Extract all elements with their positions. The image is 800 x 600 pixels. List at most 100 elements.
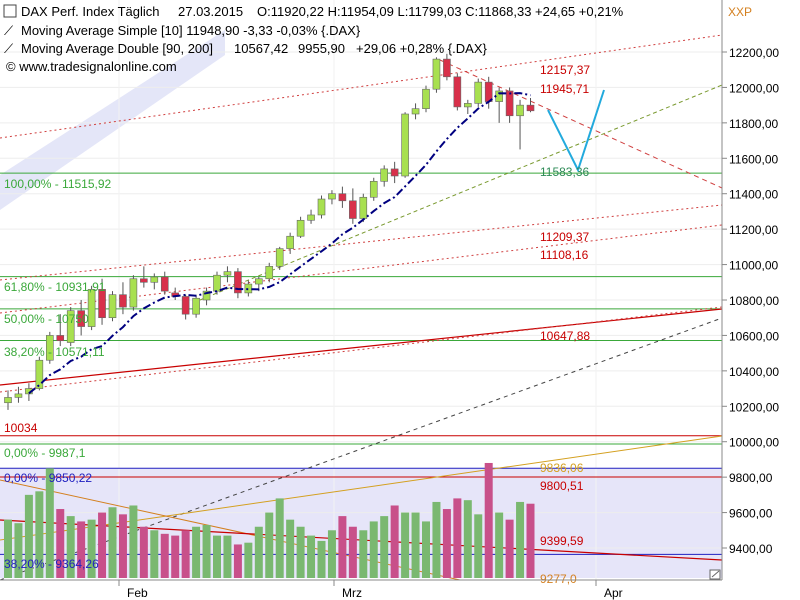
candle[interactable] (359, 196, 368, 219)
volume-bar (98, 512, 107, 578)
volume-bar (254, 526, 263, 578)
volume-bar (286, 519, 295, 578)
candle[interactable] (213, 274, 221, 292)
level-label: 38,20% - 10571,11 (4, 345, 105, 359)
ma-double-value-2: 9955,90 (298, 41, 345, 56)
volume-bar (390, 505, 399, 578)
volume-bar (77, 521, 86, 578)
volume-bar (87, 519, 96, 578)
value-label: 11583,36 (540, 165, 589, 179)
candle[interactable] (119, 294, 127, 308)
candle[interactable] (160, 276, 169, 292)
candle[interactable] (443, 58, 451, 78)
value-label: 9399,59 (540, 534, 584, 548)
candle[interactable] (390, 168, 399, 177)
level-labels: 100,00% - 11515,92 61,80% - 10931,91 50,00… (4, 177, 112, 571)
candle[interactable] (66, 310, 75, 343)
candle[interactable] (275, 248, 284, 267)
candle[interactable] (140, 278, 148, 283)
candle[interactable] (317, 198, 326, 216)
instrument-title: DAX Perf. Index Täglich (21, 4, 160, 19)
forecast-line (547, 89, 605, 173)
ma-simple-legend-icon: ⟋ (4, 23, 14, 38)
value-label: 10647,88 (540, 329, 590, 343)
candle[interactable] (77, 310, 85, 327)
volume-bar (442, 509, 451, 578)
candle[interactable] (87, 289, 96, 327)
ma-double-change: +29,06 +0,28% {.DAX} (356, 41, 487, 56)
volume-bar (160, 533, 169, 578)
volume-bar (317, 540, 326, 578)
candle[interactable] (463, 103, 472, 108)
candle[interactable] (328, 193, 336, 200)
candle[interactable] (338, 193, 347, 202)
candle[interactable] (349, 200, 357, 219)
volume-bar (453, 498, 462, 578)
moving-averages (28, 92, 531, 395)
candle[interactable] (181, 296, 190, 315)
volume-bar (432, 501, 441, 578)
candle[interactable] (56, 335, 65, 342)
volume-bar (244, 542, 253, 578)
candle[interactable] (369, 181, 378, 198)
candle[interactable] (380, 168, 389, 182)
candle[interactable] (286, 235, 294, 249)
candle[interactable] (45, 335, 54, 361)
right-value-labels: 12157,37 11945,71 11583,36 11209,37 11108,16… (540, 63, 590, 586)
candle[interactable] (516, 104, 524, 117)
candle[interactable] (150, 276, 159, 283)
volume-bar (56, 509, 65, 578)
candle[interactable] (296, 219, 305, 237)
candle[interactable] (422, 88, 430, 109)
volume-bar (66, 516, 75, 578)
level-label: 0,00% - 9987,1 (4, 446, 86, 460)
ma-double-value-1: 10567,42 (234, 41, 288, 56)
y-tick-label: 10000,00 (729, 436, 779, 450)
candle[interactable] (244, 283, 253, 294)
candle[interactable] (265, 266, 274, 280)
candle[interactable] (35, 359, 44, 389)
volume-bar (139, 526, 148, 578)
candle[interactable] (453, 76, 462, 108)
candle[interactable] (526, 104, 535, 112)
candle[interactable] (474, 81, 483, 104)
forecast-path (547, 89, 605, 173)
candle[interactable] (505, 90, 514, 117)
volume-bar (484, 462, 493, 578)
candle[interactable] (401, 113, 409, 177)
x-tick-label: Apr (604, 586, 623, 600)
candle[interactable] (432, 58, 441, 90)
level-label: 10034 (4, 421, 38, 435)
candle[interactable] (234, 271, 242, 294)
candle[interactable] (202, 290, 211, 301)
candle[interactable] (192, 297, 200, 315)
x-tick-label: Feb (127, 586, 148, 600)
y-tick-label: 11200,00 (729, 223, 778, 237)
volume-bar (307, 535, 316, 578)
level-label: 61,80% - 10931,91 (4, 280, 106, 294)
copyright-notice: © www.tradesignalonline.com (6, 59, 177, 74)
volume-bar (213, 535, 221, 578)
candle[interactable] (255, 278, 263, 285)
candle[interactable] (14, 393, 23, 398)
y-tick-label: 9800,00 (729, 471, 773, 485)
y-tick-label: 11800,00 (729, 117, 778, 131)
value-label: 9836,06 (540, 461, 584, 475)
candlesticks[interactable] (4, 53, 535, 410)
quote-values: O:11920,22 H:11954,09 L:11799,03 C:11868… (257, 4, 624, 19)
level-label: 38,20% - 9364,26 (4, 557, 99, 571)
candle[interactable] (307, 214, 315, 221)
volume-bar (202, 524, 211, 578)
ma-simple-line (28, 92, 531, 395)
candle[interactable] (98, 289, 106, 319)
uptrend-line (199, 84, 723, 301)
candle[interactable] (108, 294, 117, 319)
candle[interactable] (129, 278, 138, 308)
candle[interactable] (223, 271, 232, 276)
candle[interactable] (4, 397, 12, 404)
y-tick-label: 9400,00 (729, 542, 773, 556)
volume-bar (45, 468, 54, 578)
candle[interactable] (411, 108, 420, 115)
